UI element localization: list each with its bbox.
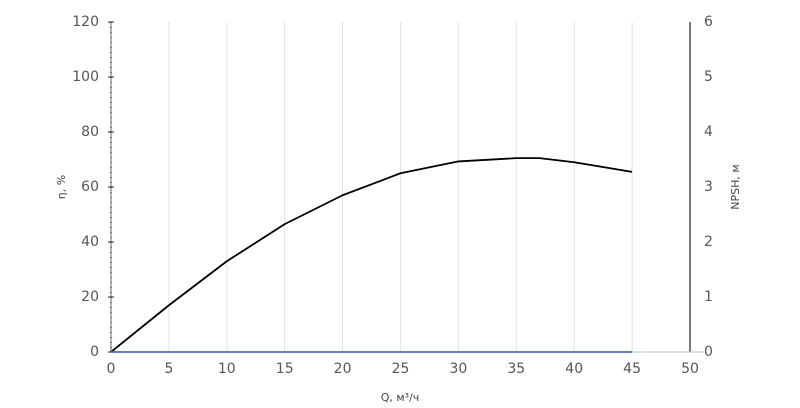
y2-tick-label: 5	[704, 69, 713, 85]
y2-tick-label: 2	[704, 234, 713, 250]
x-tick-label: 35	[507, 361, 525, 377]
y-tick-label: 80	[81, 124, 99, 140]
x-tick-label: 40	[565, 361, 583, 377]
series-line	[110, 157, 633, 353]
x-axis-label: Q, м³/ч	[381, 391, 420, 404]
y-tick-label: 0	[90, 344, 99, 360]
x-tick-label: 30	[449, 361, 467, 377]
y2-tick-label: 6	[704, 14, 713, 30]
x-tick-label: 0	[107, 361, 116, 377]
x-tick-label: 10	[218, 361, 236, 377]
y-tick-label: 120	[72, 14, 99, 30]
y2-axis-label: NPSH, м	[729, 164, 742, 209]
y-tick-label: 20	[81, 289, 99, 305]
y-tick-label: 40	[81, 234, 99, 250]
x-tick-label: 50	[681, 361, 699, 377]
y2-tick-label: 3	[704, 179, 713, 195]
y-tick-label: 60	[81, 179, 99, 195]
x-tick-label: 15	[276, 361, 294, 377]
y-tick-label: 100	[72, 69, 99, 85]
y2-tick-label: 4	[704, 124, 713, 140]
x-tick-label: 45	[623, 361, 641, 377]
x-tick-label: 5	[164, 361, 173, 377]
x-tick-label: 20	[334, 361, 352, 377]
y2-tick-label: 1	[704, 289, 713, 305]
y2-tick-label: 0	[704, 344, 713, 360]
x-tick-label: 25	[392, 361, 410, 377]
y-axis-label: η, %	[55, 175, 68, 199]
